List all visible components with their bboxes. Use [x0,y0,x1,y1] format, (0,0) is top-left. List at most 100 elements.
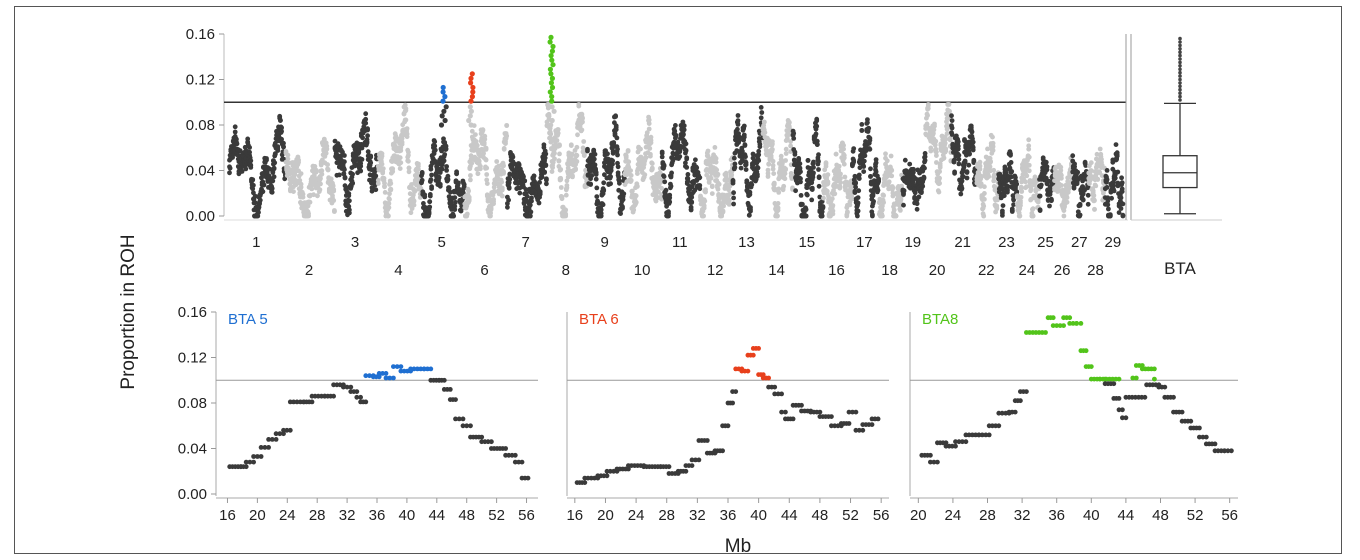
roh-point [573,166,578,172]
roh-point [816,152,821,158]
roh-point [494,159,500,164]
roh-point [855,200,861,206]
roh-point [499,193,505,199]
roh-point [443,146,449,152]
chromosome-label: 27 [1071,234,1088,251]
roh-point [884,158,890,164]
roh-point [558,175,564,181]
roh-point [595,201,601,206]
roh-point [816,183,822,189]
roh-point [813,131,819,137]
roh-point [1133,375,1139,381]
roh-point [666,211,671,217]
roh-point [743,167,749,173]
roh-point [1077,201,1083,207]
roh-point [363,399,369,405]
roh-point [409,206,415,212]
roh-point [581,153,587,159]
chromosome-2-points [283,136,337,219]
roh-point [1104,177,1110,183]
roh-point [1038,182,1044,188]
roh-point [245,136,251,142]
x-tick-label: 48 [458,507,475,524]
roh-point [348,384,354,390]
roh-point [373,187,379,193]
roh-point [270,170,276,176]
peak-point [548,53,554,59]
roh-point [429,172,434,178]
roh-point [1111,188,1117,194]
roh-point [275,146,281,151]
roh-point [555,127,561,132]
roh-point [955,139,961,145]
chromosome-12-points [698,145,735,219]
x-tick-label: 24 [279,507,296,524]
roh-point [403,117,409,123]
roh-point [898,208,903,213]
roh-point [442,152,448,157]
roh-point [323,150,329,156]
roh-point [846,421,852,426]
roh-point [1113,142,1119,148]
roh-point [503,141,508,147]
roh-point [395,137,401,143]
roh-point [471,148,476,153]
roh-point [833,151,839,157]
roh-point [770,141,775,147]
roh-point [517,185,523,191]
roh-point [585,146,590,152]
roh-point [771,182,777,187]
roh-point [556,158,562,164]
roh-point [588,182,593,187]
roh-point [544,181,549,187]
roh-point [793,188,798,194]
roh-point [782,171,788,177]
peak-point [547,66,554,72]
roh-point [507,171,513,177]
roh-point [870,213,875,219]
x-tick-label: 28 [979,507,996,524]
roh-point [628,173,634,178]
roh-point [519,459,525,465]
x-tick-label: 36 [369,507,386,524]
roh-point [982,196,987,202]
roh-point [1019,189,1025,194]
roh-point [638,146,643,152]
roh-point [592,151,598,157]
roh-point [1061,213,1067,219]
peak-point [549,57,555,63]
chromosome-6-points [462,71,510,219]
roh-point [368,154,374,160]
roh-point [889,173,895,179]
roh-point [1077,212,1083,218]
roh-point [1162,384,1168,390]
outlier-point [1178,81,1182,85]
roh-point [881,200,886,205]
roh-point [783,409,788,415]
roh-point [1120,201,1126,207]
roh-point [383,371,389,376]
roh-point [506,185,512,191]
roh-point [886,179,892,185]
roh-point [281,140,286,146]
roh-point [1112,175,1118,181]
roh-point [709,183,715,189]
roh-point [703,187,708,193]
roh-point [387,196,392,202]
chromosome-20-points [923,102,954,195]
roh-point [798,193,804,198]
roh-point [756,148,762,154]
roh-point [342,153,347,158]
peak-point [440,98,446,104]
roh-point [382,190,388,195]
roh-point [296,157,301,163]
roh-point [849,196,855,202]
chromosome-16-points [821,140,855,219]
roh-point [888,153,894,159]
roh-point [735,122,741,127]
roh-point [756,158,762,164]
roh-point [953,443,958,449]
roh-point [337,172,342,178]
roh-point [594,194,600,200]
roh-point [271,166,277,172]
